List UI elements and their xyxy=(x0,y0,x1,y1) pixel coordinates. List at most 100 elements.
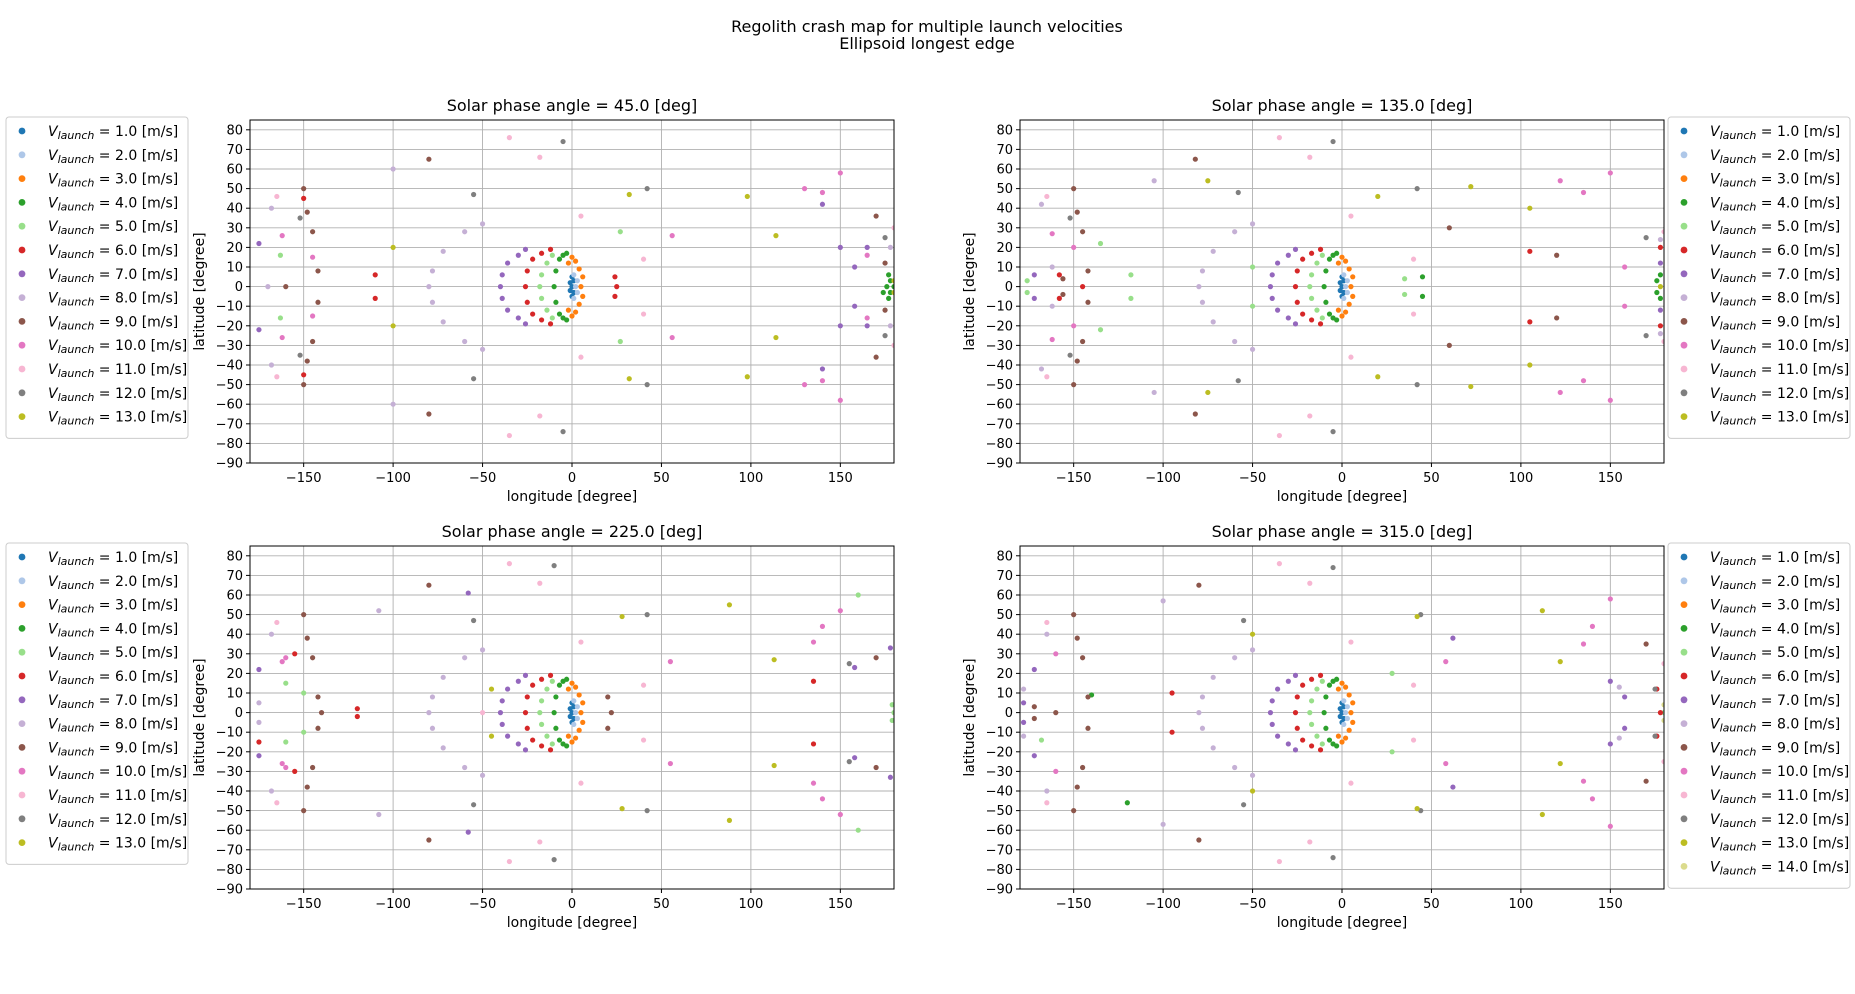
data-point xyxy=(1160,821,1166,827)
data-point xyxy=(1410,737,1417,743)
data-point xyxy=(1049,303,1055,309)
data-point xyxy=(644,808,650,814)
subplot-title: Solar phase angle = 315.0 [deg] xyxy=(1212,522,1473,541)
x-tick-label: 100 xyxy=(1508,471,1533,486)
data-point xyxy=(801,382,808,388)
data-point xyxy=(1342,309,1349,315)
y-tick-label: 60 xyxy=(226,163,243,178)
legend-marker xyxy=(18,839,26,846)
data-point xyxy=(297,352,303,358)
data-point xyxy=(1044,193,1050,200)
y-tick-label: −40 xyxy=(986,785,1013,800)
data-point xyxy=(1346,692,1352,698)
data-points xyxy=(256,135,894,439)
legend-marker xyxy=(18,648,26,656)
data-point xyxy=(578,780,584,786)
legend-marker xyxy=(18,413,26,420)
legend-label: Vlaunch = 5.0 [m/s] xyxy=(1710,219,1840,237)
data-point xyxy=(1337,280,1343,286)
y-tick-label: −60 xyxy=(216,398,243,413)
data-point xyxy=(505,733,511,739)
data-point xyxy=(292,651,298,657)
y-tick-label: −10 xyxy=(986,726,1013,741)
data-point xyxy=(574,289,580,296)
data-point xyxy=(515,315,521,321)
data-point xyxy=(515,678,521,684)
data-point xyxy=(553,299,559,305)
data-point xyxy=(268,362,275,368)
data-point xyxy=(565,307,572,313)
legend-label: Vlaunch = 9.0 [m/s] xyxy=(1710,314,1840,332)
data-point xyxy=(556,311,563,317)
data-point xyxy=(537,839,543,845)
y-tick-label: −10 xyxy=(216,726,243,741)
data-point xyxy=(1375,193,1381,200)
y-tick-label: −70 xyxy=(986,417,1013,432)
data-point xyxy=(1616,684,1622,690)
data-point xyxy=(1199,725,1206,731)
data-point xyxy=(771,762,777,769)
data-point xyxy=(1350,293,1356,299)
legend-marker xyxy=(1680,389,1688,397)
legend-label: Vlaunch = 12.0 [m/s] xyxy=(1710,386,1849,404)
data-point xyxy=(440,674,446,680)
data-point xyxy=(852,303,858,309)
data-point xyxy=(1235,378,1241,384)
data-point xyxy=(479,710,486,716)
data-point xyxy=(1580,189,1587,196)
data-point xyxy=(1335,260,1342,266)
legend-marker xyxy=(1680,175,1688,183)
data-point xyxy=(506,858,512,865)
y-tick-label: 20 xyxy=(226,667,243,682)
legend-marker xyxy=(1680,365,1688,373)
data-point xyxy=(572,309,579,315)
data-point xyxy=(429,694,436,700)
data-point xyxy=(1292,246,1299,252)
y-tick-label: −50 xyxy=(986,804,1013,819)
data-point xyxy=(522,246,529,252)
data-point xyxy=(1210,319,1216,325)
y-tick-label: 50 xyxy=(996,182,1013,197)
data-point xyxy=(1044,631,1050,637)
data-point xyxy=(1342,684,1349,690)
legend-marker xyxy=(1680,127,1688,135)
y-tick-label: 30 xyxy=(226,221,243,236)
data-point xyxy=(429,268,436,274)
y-tick-label: −90 xyxy=(986,457,1013,472)
data-point xyxy=(560,315,566,321)
data-point xyxy=(819,796,826,802)
data-point xyxy=(873,764,879,771)
data-point xyxy=(810,678,817,684)
data-point xyxy=(553,268,559,274)
legend-marker xyxy=(1680,294,1688,301)
data-point xyxy=(864,252,870,258)
data-point xyxy=(1321,710,1327,716)
data-point xyxy=(1300,682,1306,688)
data-point xyxy=(1276,432,1282,439)
data-point xyxy=(1038,366,1045,372)
data-point xyxy=(1276,858,1282,865)
data-point xyxy=(873,213,879,219)
x-tick-label: 50 xyxy=(1423,471,1440,486)
data-points xyxy=(1020,561,1664,865)
data-point xyxy=(887,289,894,296)
data-point xyxy=(819,623,826,629)
data-point xyxy=(462,655,468,661)
data-point xyxy=(1044,374,1050,380)
data-point xyxy=(256,240,262,247)
suptitle-line-1: Regolith crash map for multiple launch v… xyxy=(731,17,1123,36)
legend-marker xyxy=(1680,744,1688,751)
data-point xyxy=(471,376,477,382)
data-point xyxy=(524,694,530,700)
data-point xyxy=(576,266,582,272)
data-point xyxy=(882,333,888,339)
data-point xyxy=(301,382,307,388)
legend-label: Vlaunch = 1.0 [m/s] xyxy=(1710,124,1840,142)
legend-marker xyxy=(18,767,26,775)
data-point xyxy=(744,193,750,200)
data-point xyxy=(1580,641,1587,647)
data-point xyxy=(530,682,536,688)
data-point xyxy=(515,741,521,747)
x-tick-label: 100 xyxy=(1508,897,1533,912)
data-point xyxy=(1326,256,1333,262)
